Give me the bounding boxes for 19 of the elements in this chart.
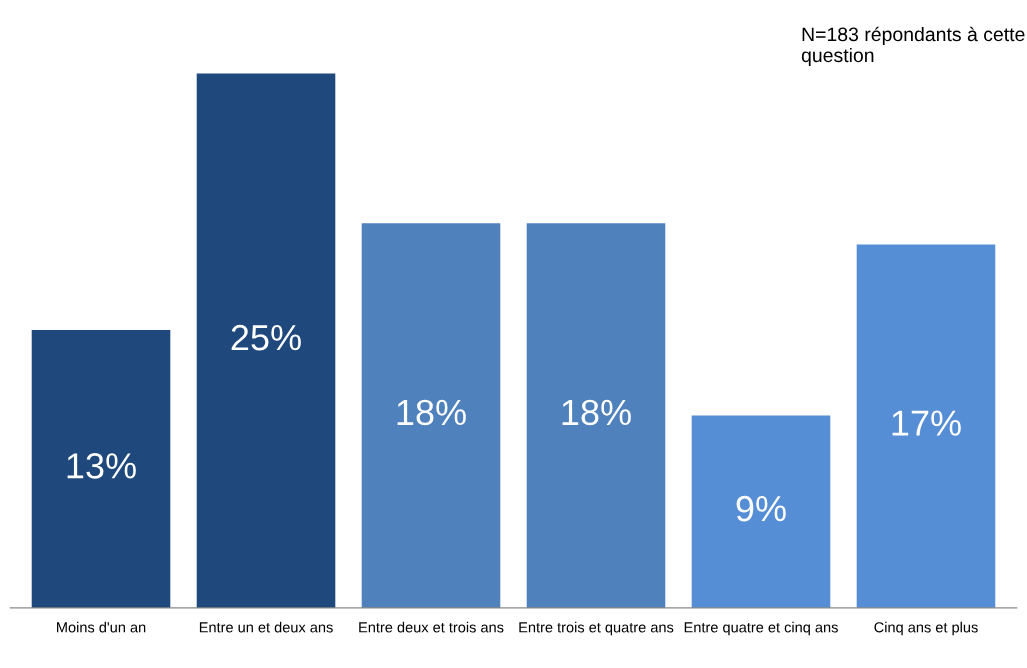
data-label: 17% xyxy=(892,410,961,436)
text: N=183 répondants à cette question xyxy=(801,26,1025,67)
bar xyxy=(856,244,996,608)
x-tick-label: Entre un et deux ans xyxy=(199,621,333,633)
data-label: 18% xyxy=(397,399,466,426)
x-tick-label: Moins d'un an xyxy=(57,621,146,633)
bar xyxy=(526,223,666,608)
bar xyxy=(691,415,831,608)
bar xyxy=(361,223,501,608)
x-tick-label: Entre quatre et cinq ans xyxy=(684,621,838,636)
data-label: 13% xyxy=(67,453,136,479)
data-label: 25% xyxy=(231,324,301,351)
x-tick-label: Cinq ans et plus xyxy=(874,621,978,636)
data-label: 18% xyxy=(562,399,631,426)
bar xyxy=(31,330,171,608)
bar xyxy=(196,73,336,608)
data-label: 9% xyxy=(736,495,786,522)
x-tick-label: Entre trois et quatre ans xyxy=(519,621,674,636)
x-tick-label: Entre deux et trois ans xyxy=(359,621,504,633)
